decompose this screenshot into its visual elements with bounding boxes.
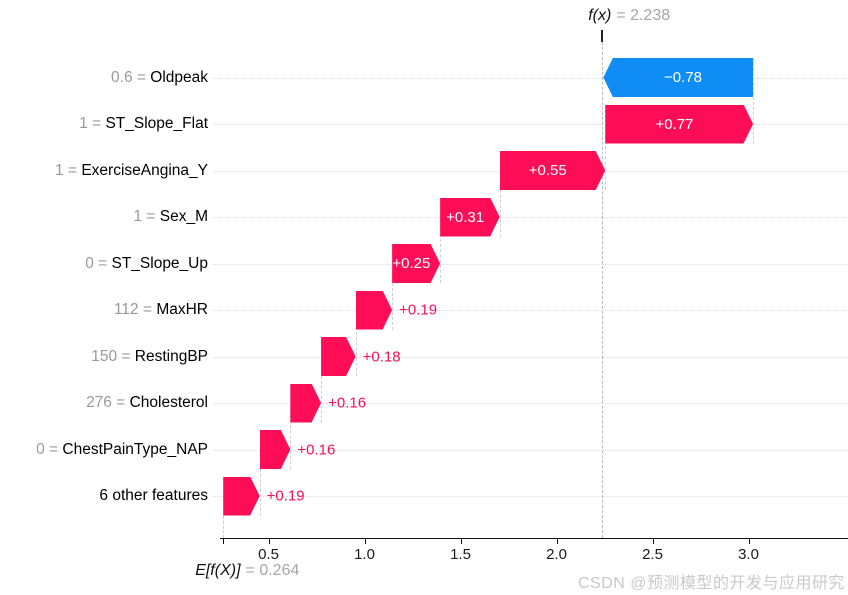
waterfall-bar-st-slope-up: +0.25 (392, 244, 440, 283)
feature-value: 150 = (91, 347, 135, 365)
row-gridline (213, 217, 848, 218)
row-gridline (213, 449, 848, 451)
fx-top-tick (601, 30, 603, 42)
csdn-watermark: CSDN @预测模型的开发与应用研究 (577, 575, 845, 592)
waterfall-bar-cholesterol (290, 384, 321, 423)
step-connector-line (321, 337, 323, 423)
row-gridline (213, 77, 848, 79)
row-gridline (213, 496, 848, 497)
waterfall-bar-6-other-features (223, 477, 259, 516)
step-connector-line (440, 197, 442, 283)
x-axis-tick-label: 2.0 (546, 546, 567, 563)
step-connector-line (753, 58, 755, 144)
x-axis-tick (652, 538, 654, 545)
feature-name: ST_Slope_Up (111, 254, 208, 272)
row-gridline (213, 403, 848, 404)
feature-name: Cholesterol (129, 394, 208, 411)
feature-label: 276 = Cholesterol (0, 392, 208, 414)
x-axis-tick-label: 1.0 (354, 546, 375, 563)
feature-label: 0.6 = Oldpeak (0, 67, 208, 89)
feature-label: 112 = MaxHR (0, 299, 208, 321)
x-axis-line (220, 537, 848, 539)
feature-name: 6 other features (99, 487, 208, 504)
row-gridline (213, 310, 848, 311)
row-gridline (213, 124, 848, 125)
fx-value-text: = 2.238 (616, 7, 671, 24)
fx-title: f(x) = 2.238 (588, 7, 670, 25)
feature-value: 276 = (86, 394, 130, 411)
feature-label: 150 = RestingBP (0, 346, 208, 368)
waterfall-bar-maxhr (356, 291, 392, 330)
x-axis-tick (364, 538, 366, 545)
feature-value: 0 = (85, 254, 112, 272)
waterfall-bar-sex-m: +0.31 (440, 198, 500, 237)
step-connector-line (290, 383, 292, 469)
bar-value-label: +0.19 (399, 301, 438, 319)
feature-name: ExerciseAngina_Y (81, 161, 208, 179)
bar-value-label: +0.25 (392, 255, 431, 272)
feature-name: RestingBP (134, 347, 208, 365)
waterfall-bar-st-slope-flat: +0.77 (605, 105, 753, 144)
bar-value-label: +0.77 (655, 115, 694, 133)
x-axis-tick-label: 2.5 (642, 546, 663, 563)
waterfall-bar-exerciseangina-y: +0.55 (500, 151, 606, 190)
base-value-tick (223, 538, 225, 545)
x-axis-tick-label: 3.0 (738, 546, 759, 563)
bar-value-label: +0.16 (297, 441, 336, 458)
x-axis-tick (556, 538, 558, 545)
ev-math-label: E[f(X)] (195, 562, 241, 579)
bar-value-label: +0.18 (362, 348, 401, 365)
feature-value: 112 = (113, 301, 157, 318)
bar-value-label: +0.16 (328, 394, 367, 412)
fx-dashed-line (602, 42, 604, 538)
feature-value: 0 = (36, 440, 63, 458)
step-connector-line (259, 430, 261, 516)
feature-name: ChestPainType_NAP (62, 440, 208, 458)
feature-label: 1 = Sex_M (0, 206, 208, 228)
feature-name: ST_Slope_Flat (105, 115, 208, 132)
row-gridline (213, 356, 848, 358)
x-axis-tick (748, 538, 750, 545)
x-axis-tick (268, 538, 270, 545)
feature-value: 1 = (133, 208, 160, 225)
expected-value-label: E[f(X)] = 0.264 (195, 562, 299, 580)
step-connector-line (355, 290, 357, 376)
x-axis-tick-label: 1.5 (450, 546, 471, 563)
ev-value-text: = 0.264 (245, 562, 300, 579)
bar-value-label: +0.19 (266, 487, 305, 505)
waterfall-bar-chestpaintype-nap (260, 430, 291, 469)
feature-value: 1 = (79, 115, 106, 132)
feature-label: 0 = ChestPainType_NAP (0, 439, 208, 461)
bar-value-label: +0.55 (528, 162, 567, 179)
feature-name: Sex_M (159, 208, 208, 225)
feature-label: 0 = ST_Slope_Up (0, 253, 208, 275)
feature-name: MaxHR (156, 301, 208, 318)
step-connector-line (392, 244, 394, 330)
x-axis-tick (460, 538, 462, 545)
feature-label: 1 = ST_Slope_Flat (0, 113, 208, 135)
feature-label: 1 = ExerciseAngina_Y (0, 160, 208, 182)
feature-label: 6 other features (0, 485, 208, 507)
feature-name: Oldpeak (150, 68, 208, 86)
waterfall-bar-restingbp (321, 337, 356, 376)
base-connector-line (223, 515, 225, 538)
row-gridline (213, 263, 848, 265)
step-connector-line (499, 151, 501, 237)
fx-math-label: f(x) (588, 7, 612, 24)
x-axis-tick-label: 0.5 (258, 546, 279, 563)
waterfall-bar-oldpeak: −0.78 (603, 58, 754, 97)
step-connector-line (605, 104, 607, 190)
feature-value: 0.6 = (111, 68, 151, 86)
bar-value-label: +0.31 (446, 208, 485, 226)
bar-value-label: −0.78 (663, 69, 702, 86)
feature-value: 1 = (55, 161, 82, 179)
